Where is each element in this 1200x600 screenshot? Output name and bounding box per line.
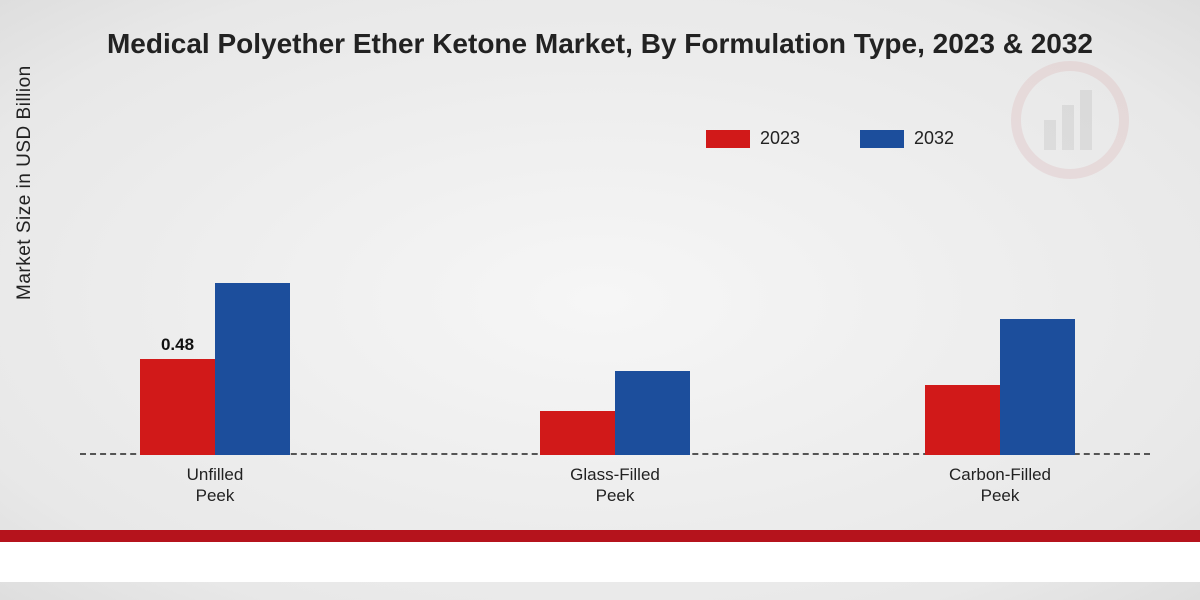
bar-group: 0.48 xyxy=(115,283,315,455)
footer-whitespace xyxy=(0,542,1200,582)
bar-y2023 xyxy=(540,411,615,455)
legend: 2023 2032 xyxy=(0,128,1200,149)
accent-band xyxy=(0,530,1200,542)
legend-label: 2023 xyxy=(760,128,800,149)
legend-swatch xyxy=(706,130,750,148)
bar-group xyxy=(515,371,715,455)
watermark-logo xyxy=(1010,60,1130,180)
legend-item-2032: 2032 xyxy=(860,128,954,149)
bar-y2032 xyxy=(215,283,290,455)
legend-item-2023: 2023 xyxy=(706,128,800,149)
bar-y2032 xyxy=(615,371,690,455)
bar-y2023 xyxy=(925,385,1000,455)
x-label: Glass-FilledPeek xyxy=(515,464,715,507)
chart-title: Medical Polyether Ether Ketone Market, B… xyxy=(0,28,1200,60)
chart-page: Medical Polyether Ether Ketone Market, B… xyxy=(0,0,1200,600)
plot-area: 0.48 xyxy=(80,175,1150,455)
legend-label: 2032 xyxy=(914,128,954,149)
bar-y2023: 0.48 xyxy=(140,359,215,455)
x-axis-labels: UnfilledPeek Glass-FilledPeek Carbon-Fille… xyxy=(80,460,1150,510)
y-axis-label: Market Size in USD Billion xyxy=(14,65,36,300)
bar-group xyxy=(900,319,1100,455)
bar-y2032 xyxy=(1000,319,1075,455)
bar-value-label: 0.48 xyxy=(161,335,194,355)
x-label: Carbon-FilledPeek xyxy=(900,464,1100,507)
x-label: UnfilledPeek xyxy=(115,464,315,507)
legend-swatch xyxy=(860,130,904,148)
